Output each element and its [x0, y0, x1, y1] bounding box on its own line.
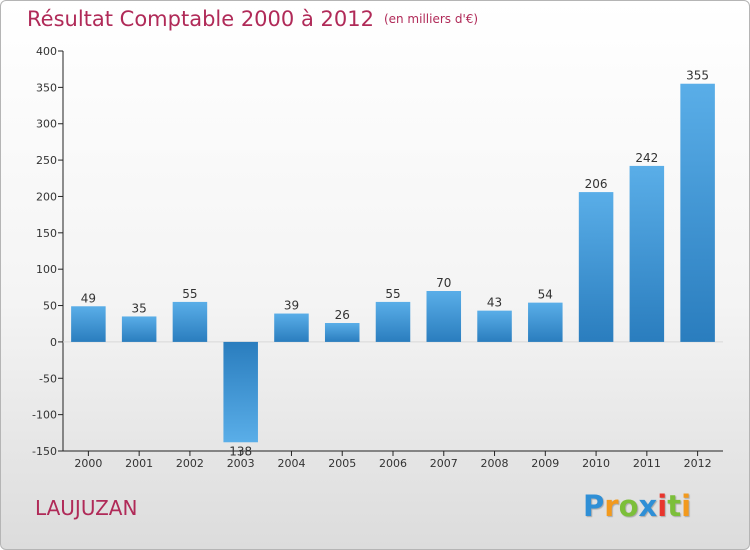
logo-letter: r — [604, 489, 619, 523]
bar-2011 — [629, 165, 665, 342]
y-tick-label: -50 — [39, 372, 57, 385]
y-tick-label: 250 — [36, 154, 57, 167]
x-tick-label: 2007 — [430, 457, 458, 470]
x-tick-label: 2010 — [582, 457, 610, 470]
commune-name: LAUJUZAN — [35, 496, 138, 520]
x-tick-label: 2003 — [227, 457, 255, 470]
data-label-2001: 35 — [132, 301, 147, 315]
y-tick-label: 100 — [36, 263, 57, 276]
data-label-2010: 206 — [585, 177, 608, 191]
logo-letter: i — [657, 489, 668, 523]
data-label-2007: 70 — [436, 276, 451, 290]
y-axis: -150 -100 -50 0 50 100 150 200 250 300 350 400 — [32, 45, 64, 458]
data-label-2000: 49 — [81, 291, 96, 305]
chart-title-text: Résultat Comptable 2000 à 2012 — [27, 7, 374, 31]
bar-2004 — [274, 313, 309, 342]
data-label-2011: 242 — [635, 151, 658, 165]
bar-2000 — [71, 306, 106, 342]
x-tick-label: 2012 — [684, 457, 712, 470]
y-tick-label: 300 — [36, 118, 57, 131]
bar-2003 — [223, 341, 258, 443]
bar-2009 — [528, 302, 563, 342]
y-tick-label: -150 — [32, 445, 57, 458]
x-tick-label: 2005 — [328, 457, 356, 470]
x-tick-label: 2011 — [633, 457, 661, 470]
logo-letter: i — [681, 489, 692, 523]
chart-subtitle: (en milliers d'€) — [383, 12, 479, 26]
x-axis: 2000 2001 2002 2003 2004 2005 2006 2007 2008 2009… — [63, 341, 723, 470]
logo-letter: x — [638, 489, 658, 523]
y-tick-label: 400 — [36, 45, 57, 58]
bar-2010 — [578, 192, 614, 342]
data-label-2012: 355 — [686, 69, 709, 83]
bar-2002 — [172, 301, 208, 342]
x-tick-label: 2006 — [379, 457, 407, 470]
y-tick-label: 200 — [36, 190, 57, 203]
y-tick-label: -100 — [32, 409, 57, 422]
bar-2005 — [324, 323, 360, 342]
x-tick-label: 2009 — [531, 457, 559, 470]
data-label-2004: 39 — [284, 299, 299, 313]
bar-2001 — [121, 316, 157, 342]
bar-2008 — [477, 310, 512, 342]
x-tick-label: 2008 — [481, 457, 509, 470]
bar-2012 — [680, 83, 715, 342]
x-tick-label: 2001 — [125, 457, 153, 470]
y-tick-label: 50 — [43, 300, 57, 313]
y-tick-label: 150 — [36, 227, 57, 240]
data-label-2003: 138 — [229, 444, 252, 458]
data-label-2008: 43 — [487, 296, 502, 310]
bars — [71, 83, 715, 443]
x-tick-label: 2002 — [176, 457, 204, 470]
data-label-2009: 54 — [538, 288, 553, 302]
logo-letter: P — [583, 489, 605, 523]
data-labels: 49 35 55 138 39 26 55 70 43 54 206 242 355 — [81, 69, 709, 459]
y-tick-label: 0 — [50, 336, 57, 349]
logo-letter: t — [667, 489, 682, 523]
bar-2007 — [426, 291, 462, 342]
chart-title: Résultat Comptable 2000 à 2012 (en millie… — [27, 7, 478, 31]
proxiti-logo: Proxiti — [583, 489, 691, 523]
x-tick-label: 2004 — [277, 457, 305, 470]
data-label-2002: 55 — [182, 287, 197, 301]
bar-2006 — [375, 301, 411, 342]
logo-letter: o — [618, 489, 639, 523]
data-label-2005: 26 — [335, 308, 350, 322]
data-label-2006: 55 — [385, 287, 400, 301]
x-tick-label: 2000 — [74, 457, 102, 470]
y-tick-label: 350 — [36, 81, 57, 94]
